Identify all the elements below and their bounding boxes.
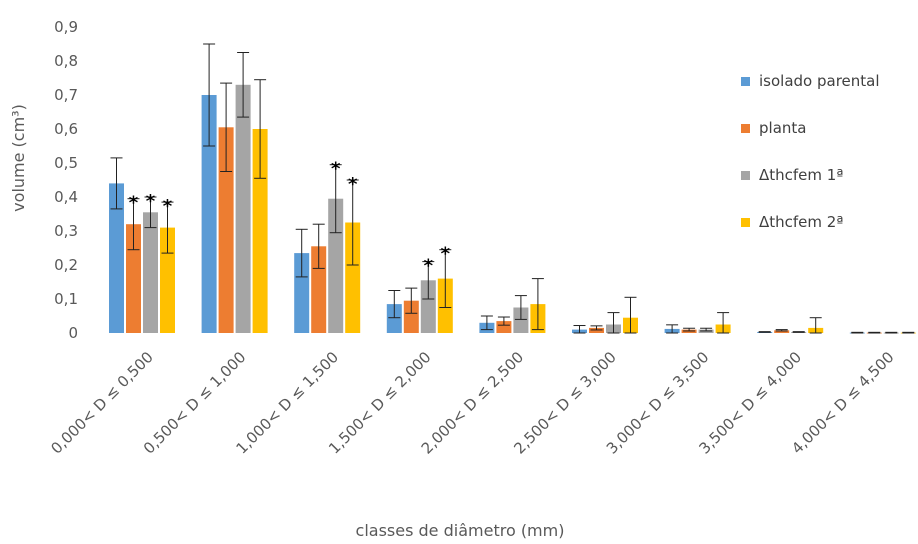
error-bar bbox=[220, 82, 233, 172]
error-bar bbox=[758, 331, 771, 333]
legend-item: Δthcfem 1ª bbox=[741, 166, 843, 184]
error-bar bbox=[851, 331, 864, 334]
error-bar bbox=[312, 223, 325, 269]
y-tick-label: 0,9 bbox=[54, 18, 78, 36]
error-bar bbox=[624, 296, 637, 334]
significance-markers: * * * * * * * bbox=[129, 159, 451, 277]
significance-marker: * bbox=[424, 256, 434, 277]
bar bbox=[294, 253, 310, 333]
legend-label: Δthcfem 1ª bbox=[759, 166, 843, 184]
legend-swatch bbox=[741, 218, 750, 227]
error-bar bbox=[666, 324, 679, 334]
legend-label: Δthcfem 2ª bbox=[759, 213, 843, 231]
error-bar bbox=[127, 198, 140, 251]
bar bbox=[218, 127, 234, 333]
x-tick-label: 2,000< D ≤ 2,500 bbox=[418, 348, 528, 458]
y-tick-label: 0 bbox=[68, 324, 78, 342]
error-bar bbox=[161, 201, 174, 254]
significance-marker: * bbox=[441, 244, 451, 265]
bar bbox=[201, 95, 217, 333]
error-bar bbox=[329, 164, 342, 234]
y-tick-label: 0,4 bbox=[54, 188, 78, 206]
significance-marker: * bbox=[348, 174, 358, 195]
bar bbox=[252, 129, 268, 333]
x-axis-title: classes de diâmetro (mm) bbox=[356, 521, 565, 540]
y-tick-label: 0,6 bbox=[54, 120, 78, 138]
bar bbox=[589, 327, 604, 333]
bar bbox=[513, 307, 529, 333]
significance-marker: * bbox=[163, 196, 173, 217]
y-tick-label: 0,7 bbox=[54, 86, 78, 104]
y-tick-label: 0,1 bbox=[54, 290, 78, 308]
significance-marker: * bbox=[331, 159, 341, 180]
legend-label: isolado parental bbox=[759, 72, 880, 90]
error-bar bbox=[717, 312, 730, 334]
error-bar bbox=[346, 179, 359, 266]
error-bar bbox=[254, 79, 267, 179]
bar bbox=[345, 222, 361, 333]
bar bbox=[403, 300, 419, 333]
x-tick-label: 1,500< D ≤ 2,000 bbox=[325, 348, 435, 458]
error-bar bbox=[792, 331, 805, 333]
error-bar bbox=[203, 43, 216, 147]
x-tick-label: 0,500< D ≤ 1,000 bbox=[140, 348, 250, 458]
bar bbox=[109, 183, 124, 333]
y-axis-title: volume (cm³) bbox=[9, 104, 28, 212]
legend-swatch bbox=[741, 124, 750, 133]
legend-item: Δthcfem 2ª bbox=[741, 213, 843, 231]
error-bar bbox=[110, 157, 123, 210]
x-tick-label: 1,000< D ≤ 1,500 bbox=[233, 348, 343, 458]
bar bbox=[496, 321, 512, 333]
error-bar bbox=[573, 325, 586, 334]
error-bar bbox=[775, 329, 788, 332]
error-bars bbox=[110, 43, 915, 334]
y-tick-label: 0,5 bbox=[54, 154, 78, 172]
error-bar bbox=[388, 290, 401, 319]
error-bar bbox=[295, 228, 308, 278]
x-tick-label: 0,000< D ≤ 0,500 bbox=[47, 348, 157, 458]
bar bbox=[143, 212, 158, 333]
error-bar bbox=[868, 331, 881, 334]
error-bar bbox=[885, 331, 898, 334]
error-bar bbox=[590, 325, 603, 331]
y-tick-label: 0,3 bbox=[54, 222, 78, 240]
error-bar bbox=[607, 312, 620, 334]
legend-item: isolado parental bbox=[741, 72, 880, 90]
error-bar bbox=[480, 315, 493, 331]
error-bar bbox=[497, 316, 510, 326]
bar bbox=[386, 304, 402, 333]
y-tick-label: 0,8 bbox=[54, 52, 78, 70]
significance-marker: * bbox=[129, 193, 139, 214]
error-bar bbox=[531, 278, 544, 331]
error-bar bbox=[902, 331, 915, 334]
error-bar bbox=[439, 249, 452, 308]
legend-label: planta bbox=[759, 119, 806, 137]
significance-marker: * bbox=[146, 191, 156, 212]
y-tick-label: 0,2 bbox=[54, 256, 78, 274]
error-bar bbox=[700, 327, 713, 332]
bar bbox=[235, 84, 251, 333]
x-tick-label: 3,500< D ≤ 4,000 bbox=[696, 348, 806, 458]
legend-swatch bbox=[741, 171, 750, 180]
error-bar bbox=[144, 196, 157, 229]
legend-item: planta bbox=[741, 119, 806, 137]
legend-swatch bbox=[741, 77, 750, 86]
bar bbox=[420, 280, 436, 333]
error-bar bbox=[405, 287, 418, 314]
x-tick-label: 3,000< D ≤ 3,500 bbox=[603, 348, 713, 458]
error-bar bbox=[422, 261, 435, 300]
error-bar bbox=[809, 317, 822, 334]
error-bar bbox=[514, 295, 527, 320]
error-bar bbox=[237, 52, 250, 118]
bar bbox=[160, 227, 175, 333]
x-tick-label: 4,000< D ≤ 4,500 bbox=[788, 348, 898, 458]
legend: isolado parental planta Δthcfem 1ª Δthcfem … bbox=[741, 72, 880, 231]
error-bar bbox=[683, 327, 696, 332]
bar bbox=[774, 330, 790, 333]
y-axis-ticks: 0 0,1 0,2 0,3 0,4 0,5 0,6 0,7 0,8 0,9 bbox=[54, 18, 78, 342]
x-tick-label: 2,500< D ≤ 3,000 bbox=[510, 348, 620, 458]
bar bbox=[126, 224, 141, 333]
